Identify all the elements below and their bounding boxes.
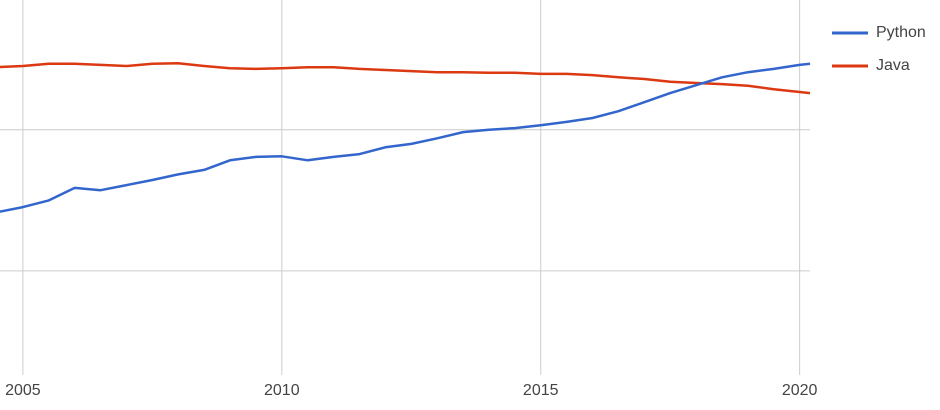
legend-label: Python (876, 24, 926, 41)
x-tick-label: 2010 (264, 382, 300, 399)
legend-label: Java (876, 57, 910, 74)
x-tick-label: 2020 (782, 382, 818, 399)
data-line (0, 62, 811, 213)
x-tick-label: 2015 (523, 382, 559, 399)
x-tick-label: 2005 (5, 382, 41, 399)
data-line (0, 61, 811, 95)
